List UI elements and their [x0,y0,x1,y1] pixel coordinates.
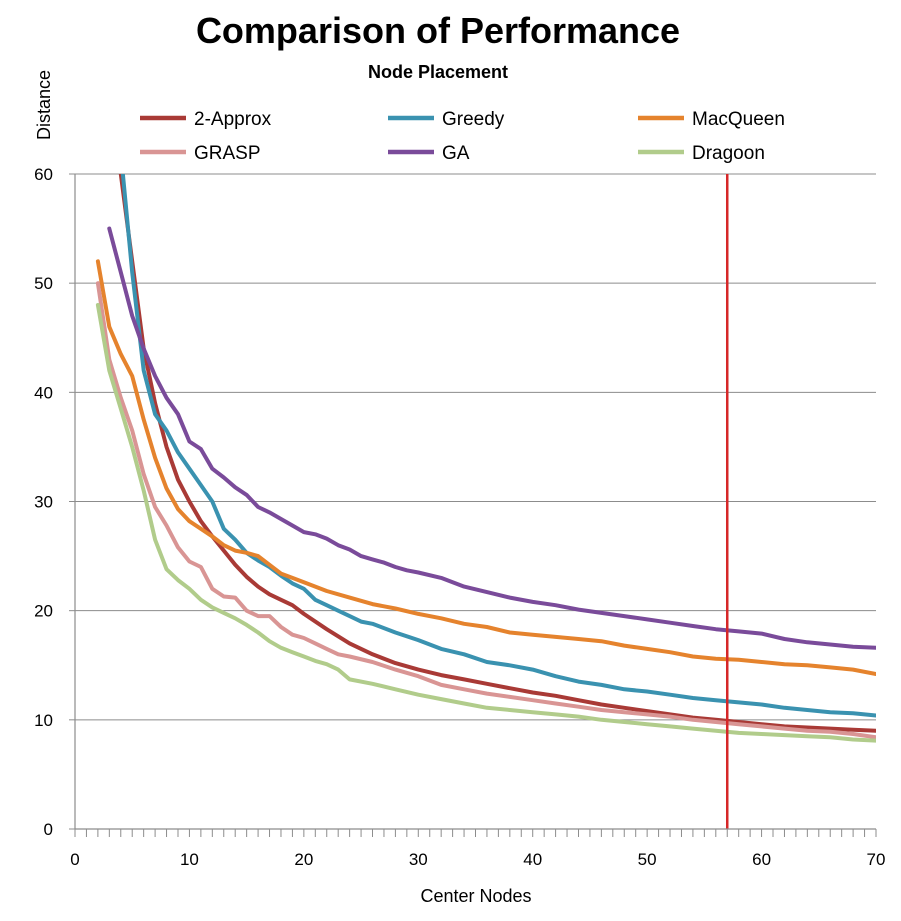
series-line-2-approx [118,174,876,733]
y-tick-label: 50 [34,274,53,293]
y-tick-label: 10 [34,711,53,730]
y-tick-label: 20 [34,602,53,621]
legend-label: Dragoon [692,143,765,164]
series-line-greedy [120,174,876,718]
x-tick-label: 10 [180,850,199,869]
x-tick-label: 70 [867,850,886,869]
legend: 2-Approx Greedy MacQueen GRASP GA Dragoon [140,109,785,164]
x-tick-label: 30 [409,850,428,869]
legend-label: Greedy [442,109,505,130]
legend-label: GRASP [194,143,261,164]
legend-label: GA [442,143,470,164]
series-line-grasp [95,281,876,740]
x-tick-label: 50 [638,850,657,869]
y-tick-label: 30 [34,493,53,512]
chart-title: Comparison of Performance [195,10,681,51]
y-tick-label: 60 [34,165,53,184]
y-tick-label: 0 [44,820,53,839]
legend-label: 2-Approx [194,109,272,130]
y-axis-label: Distance [34,70,54,140]
axes: 0 10 20 30 40 50 60 0 10 20 30 40 50 60 70 [34,165,885,869]
x-tick-label: 60 [752,850,771,869]
x-tick-label: 0 [70,850,79,869]
series-line-macqueen [95,259,876,676]
series-line-dragoon [95,303,876,743]
x-tick-label: 20 [294,850,313,869]
x-axis-label: Center Nodes [420,886,531,906]
chart-subtitle: Node Placement [367,62,509,82]
grid-lines [75,173,876,721]
series-line-ga [107,226,876,650]
legend-label: MacQueen [692,109,785,130]
series-lines [95,174,876,743]
y-tick-label: 40 [34,383,53,402]
x-tick-label: 40 [523,850,542,869]
